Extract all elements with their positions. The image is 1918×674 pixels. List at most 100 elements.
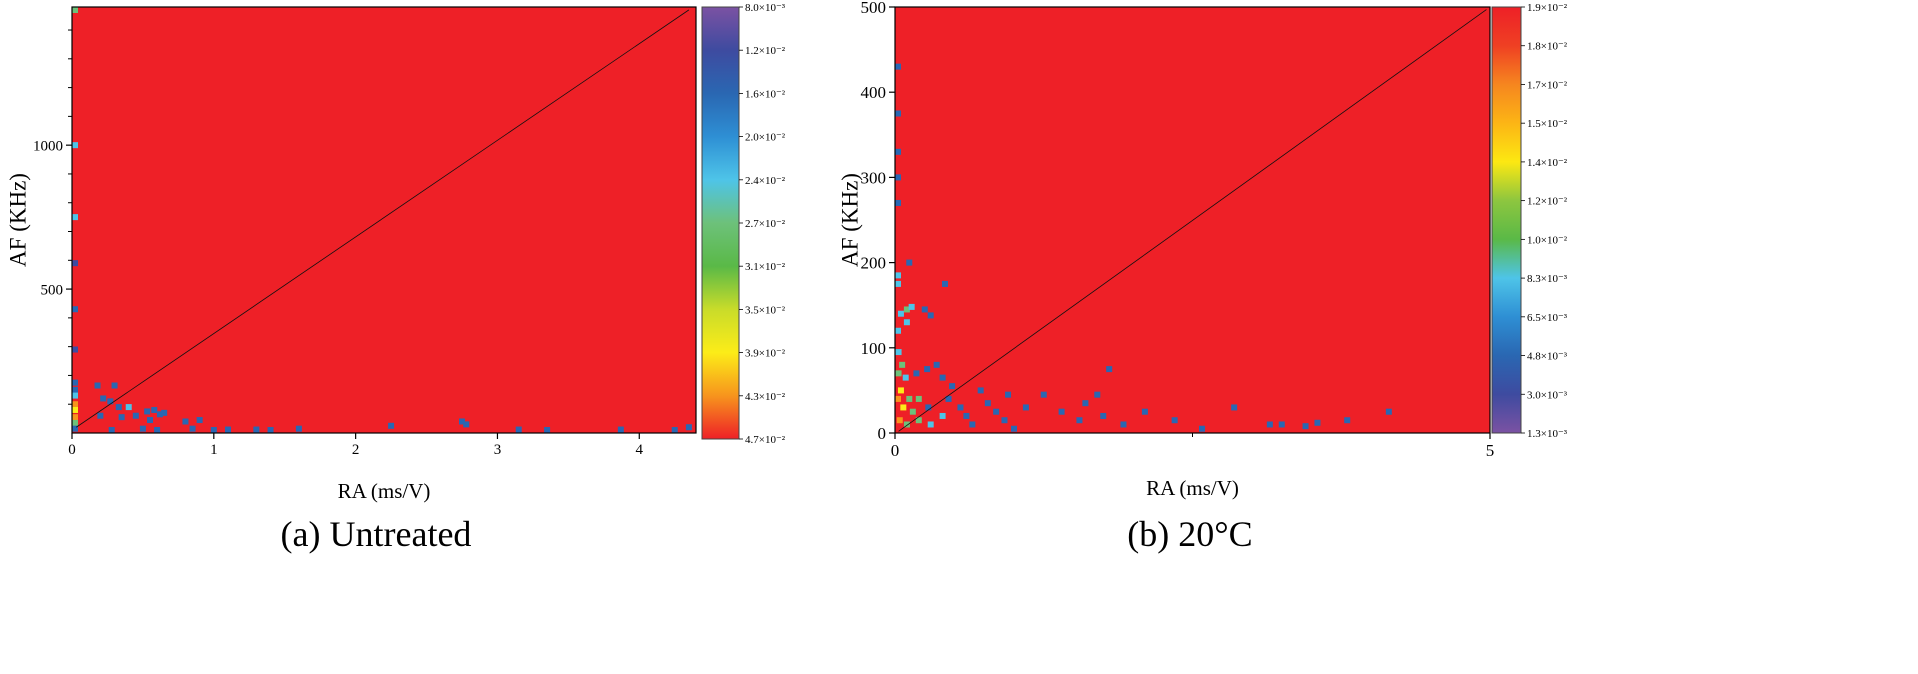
data-point (100, 395, 107, 402)
data-point (945, 395, 952, 402)
caption-untreated: (a) Untreated (281, 514, 472, 554)
data-point (463, 421, 470, 428)
data-point (895, 349, 902, 356)
data-point (1141, 408, 1148, 415)
data-point (925, 404, 932, 411)
data-point (1001, 417, 1008, 424)
y-tick-label: 500 (861, 0, 887, 17)
data-point (1314, 419, 1321, 426)
data-point (97, 412, 104, 419)
data-point (72, 392, 78, 399)
diagonal-reference-line-untreated (76, 9, 690, 428)
data-point (895, 280, 901, 287)
data-point (895, 148, 901, 155)
data-point (963, 412, 970, 419)
data-point (924, 366, 931, 373)
colorbar-label: 2.4×10⁻² (745, 175, 786, 187)
data-point (1266, 421, 1273, 428)
colorbar-label: 3.9×10⁻² (745, 348, 786, 360)
data-point (895, 199, 901, 206)
data-point (939, 412, 946, 419)
data-point (139, 425, 146, 432)
colorbar-label: 1.0×10⁻² (1527, 234, 1568, 246)
colorbar-label: 1.9×10⁻² (1527, 2, 1568, 14)
data-point (1082, 400, 1089, 407)
colorbar-gradient (701, 6, 740, 440)
data-point (147, 417, 153, 424)
y-tick-label: 100 (861, 339, 887, 358)
data-point (1106, 366, 1113, 373)
y-tick-label: 0 (878, 424, 887, 443)
data-point (72, 425, 78, 432)
data-point (210, 427, 217, 433)
data-point (993, 408, 1000, 415)
data-point (189, 425, 196, 432)
data-point (125, 404, 132, 411)
data-point (267, 427, 274, 433)
data-point (1011, 425, 1017, 432)
data-point (896, 417, 903, 424)
colorbar-label: 3.5×10⁻² (745, 304, 786, 316)
data-point (161, 409, 168, 416)
data-point (671, 427, 678, 433)
data-point (903, 421, 910, 428)
data-point (144, 408, 151, 415)
data-point (132, 412, 139, 419)
data-point (1094, 391, 1101, 398)
data-point (72, 406, 78, 413)
data-point (111, 382, 118, 389)
colorbar-label: 2.0×10⁻² (745, 132, 786, 144)
data-point (72, 214, 78, 221)
data-point (895, 370, 902, 377)
data-point (899, 361, 906, 368)
data-point (225, 426, 231, 433)
colorbar-label: 1.3×10⁻³ (1527, 428, 1568, 440)
axes-untreated: 0 1 2 3 4 500 1000 (33, 29, 644, 458)
data-point (900, 404, 907, 411)
data-point (1278, 421, 1285, 428)
data-point (895, 110, 901, 117)
data-point (897, 310, 904, 317)
data-point (977, 387, 984, 394)
data-point (544, 427, 551, 433)
data-point (115, 404, 122, 411)
colorbar-label: 1.5×10⁻² (1527, 118, 1568, 130)
colorbar-label: 3.0×10⁻³ (1527, 389, 1568, 401)
data-point (72, 386, 78, 393)
colorbar-label: 1.4×10⁻² (1527, 157, 1568, 169)
data-point (895, 395, 901, 402)
colorbar-label: 2.7×10⁻² (745, 218, 786, 230)
data-point (895, 272, 901, 279)
data-point (1385, 408, 1392, 415)
colorbar-label: 1.2×10⁻² (1527, 196, 1568, 208)
y-tick-label: 500 (41, 282, 64, 298)
data-point (927, 421, 934, 428)
data-point (108, 427, 115, 433)
data-point (1171, 417, 1178, 424)
data-point (1344, 417, 1351, 424)
panel-untreated: 0 1 2 3 4 500 1000 RA (ms/V) AF (KHz) 8.0×10⁻³… (6, 2, 786, 554)
caption-20c: (b) 20°C (1127, 514, 1252, 554)
data-point (515, 426, 522, 433)
data-point (154, 427, 161, 433)
colorbar-label: 1.7×10⁻² (1527, 79, 1568, 91)
x-tick-label: 0 (68, 442, 76, 458)
data-point (913, 370, 920, 377)
data-point (915, 417, 922, 424)
x-tick-label: 1 (210, 442, 218, 458)
data-point (72, 419, 78, 426)
data-point (72, 260, 78, 267)
data-point (1076, 417, 1083, 424)
data-point (941, 280, 948, 287)
y-axis-label-20c: AF (KHz) (838, 173, 863, 267)
x-tick-label: 0 (891, 441, 900, 460)
data-point (72, 414, 78, 421)
colorbar-label: 4.3×10⁻² (745, 391, 786, 403)
y-axis-label-untreated: AF (KHz) (6, 173, 31, 267)
colorbar-label: 8.0×10⁻³ (745, 2, 786, 14)
data-point (949, 383, 956, 390)
y-tick-label: 1000 (33, 138, 63, 154)
